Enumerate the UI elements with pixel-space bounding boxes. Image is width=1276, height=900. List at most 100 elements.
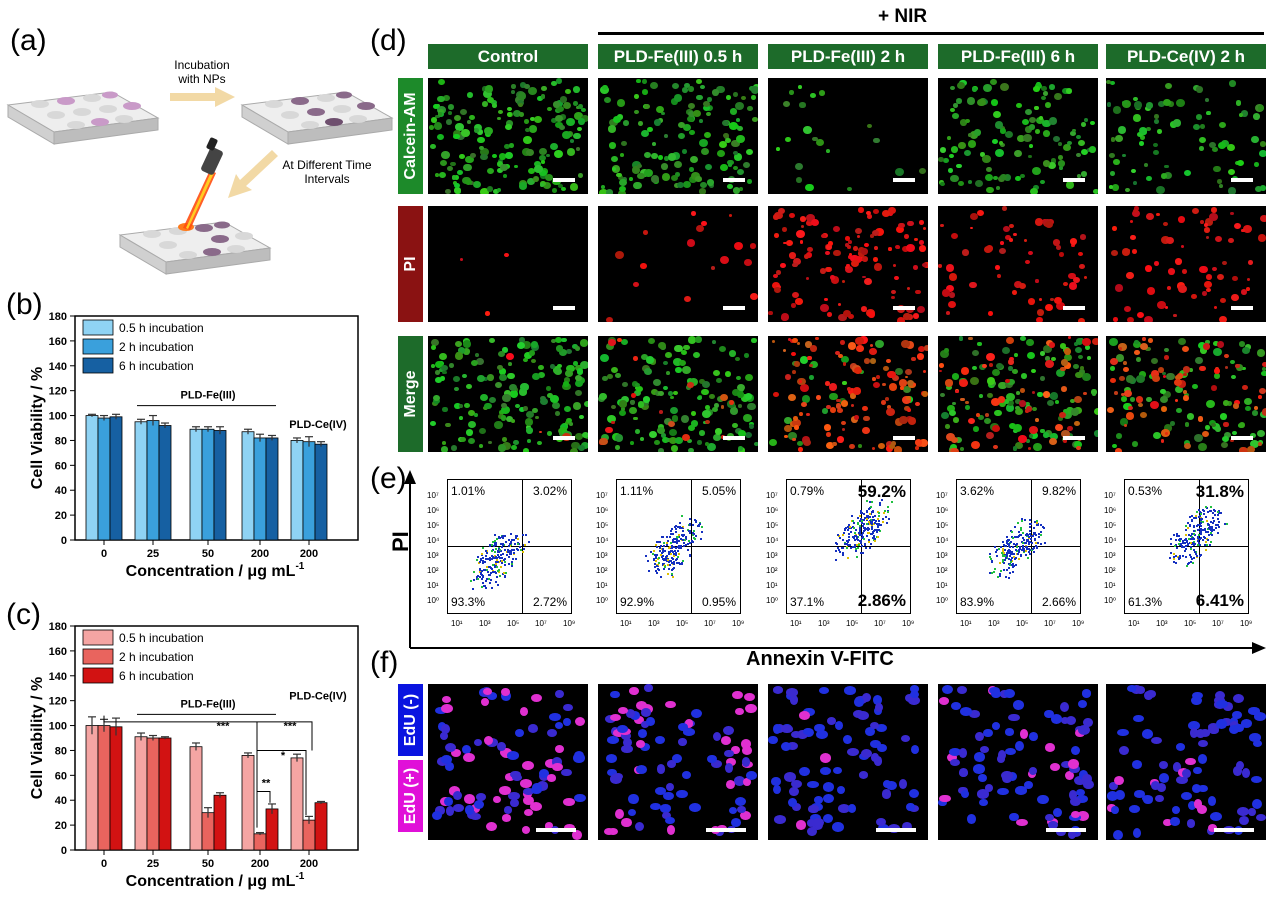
nucleus — [473, 739, 482, 747]
micrograph — [428, 206, 588, 322]
cell — [1011, 290, 1018, 296]
event-dot — [667, 558, 670, 561]
event-dot — [498, 549, 501, 552]
cell — [974, 179, 983, 187]
event-dot — [670, 557, 673, 560]
event-dot — [501, 545, 504, 548]
nucleus — [1223, 702, 1233, 712]
event-dot — [656, 546, 659, 549]
cell — [706, 111, 712, 117]
event-dot — [876, 535, 879, 538]
cell — [1031, 391, 1036, 395]
event-dot — [870, 510, 873, 513]
cell — [806, 220, 813, 227]
quadrant-lr: 2.72% — [532, 595, 567, 609]
cell — [600, 185, 606, 190]
cell — [921, 391, 928, 397]
event-dot — [1207, 511, 1210, 514]
cell — [1032, 167, 1041, 175]
event-dot — [1204, 506, 1207, 509]
cell — [976, 209, 985, 217]
cell — [701, 147, 710, 155]
event-dot — [834, 549, 837, 552]
cell — [686, 239, 696, 248]
flow-y-tick: 10⁵ — [766, 521, 779, 530]
event-dot — [1177, 538, 1180, 541]
edu-positive-nucleus — [562, 798, 575, 807]
event-dot — [672, 566, 675, 569]
cell — [838, 313, 847, 322]
cell — [882, 209, 891, 217]
cell — [1092, 189, 1098, 194]
cell — [747, 106, 753, 112]
event-dot — [1182, 542, 1184, 545]
cell — [745, 393, 752, 400]
scale-bar — [876, 828, 916, 832]
event-dot — [999, 569, 1002, 572]
cell — [1108, 185, 1114, 190]
event-dot — [1179, 539, 1182, 542]
cell — [612, 167, 617, 172]
cell — [1006, 392, 1016, 401]
nucleus — [1015, 786, 1027, 795]
cell — [894, 275, 900, 280]
cell — [566, 117, 576, 126]
event-dot — [1195, 552, 1198, 555]
nucleus — [869, 721, 880, 730]
cell — [685, 385, 692, 391]
cell — [643, 367, 652, 375]
nucleus — [728, 806, 737, 815]
cell — [565, 88, 572, 94]
legend-label: 2 h incubation — [119, 650, 194, 664]
cell — [898, 222, 905, 229]
nucleus — [1216, 699, 1229, 709]
cell — [782, 349, 786, 352]
cell — [1063, 409, 1069, 414]
cell — [555, 78, 563, 84]
event-dot — [496, 556, 499, 559]
cell — [845, 265, 850, 270]
event-dot — [688, 554, 691, 557]
event-dot — [1028, 529, 1031, 532]
nucleus — [511, 774, 523, 782]
cell — [956, 163, 962, 169]
event-dot — [1188, 515, 1191, 518]
nucleus — [522, 787, 534, 796]
bar — [189, 746, 203, 851]
cell — [442, 370, 447, 375]
event-dot — [494, 533, 497, 536]
event-dot — [661, 562, 664, 565]
event-dot — [1193, 529, 1196, 532]
event-dot — [488, 574, 491, 577]
cell — [746, 178, 753, 184]
cell — [1058, 165, 1064, 171]
nucleus — [1068, 829, 1077, 840]
event-dot — [684, 544, 687, 547]
cell — [1114, 447, 1123, 452]
event-dot — [650, 550, 653, 553]
nucleus — [1069, 790, 1078, 800]
event-dot — [1203, 544, 1206, 547]
quadrant-hline — [957, 546, 1080, 547]
cell — [1074, 395, 1083, 404]
cell — [577, 172, 584, 178]
row-label-d: Merge — [398, 336, 423, 452]
cell — [1261, 366, 1266, 372]
cell — [983, 417, 992, 425]
cell — [697, 440, 703, 445]
cell — [630, 393, 637, 399]
cell — [1057, 141, 1063, 146]
cell — [1197, 416, 1204, 422]
event-dot — [836, 543, 839, 546]
cell — [569, 138, 575, 143]
cell — [497, 167, 504, 174]
event-dot — [502, 552, 505, 555]
event-dot — [1028, 535, 1031, 538]
nucleus — [809, 804, 820, 814]
row-label-d: Calcein-AM — [398, 78, 423, 194]
cell — [1177, 337, 1186, 346]
cell — [703, 104, 711, 112]
event-dot — [670, 528, 673, 531]
cell — [948, 292, 955, 298]
cell — [985, 353, 995, 362]
